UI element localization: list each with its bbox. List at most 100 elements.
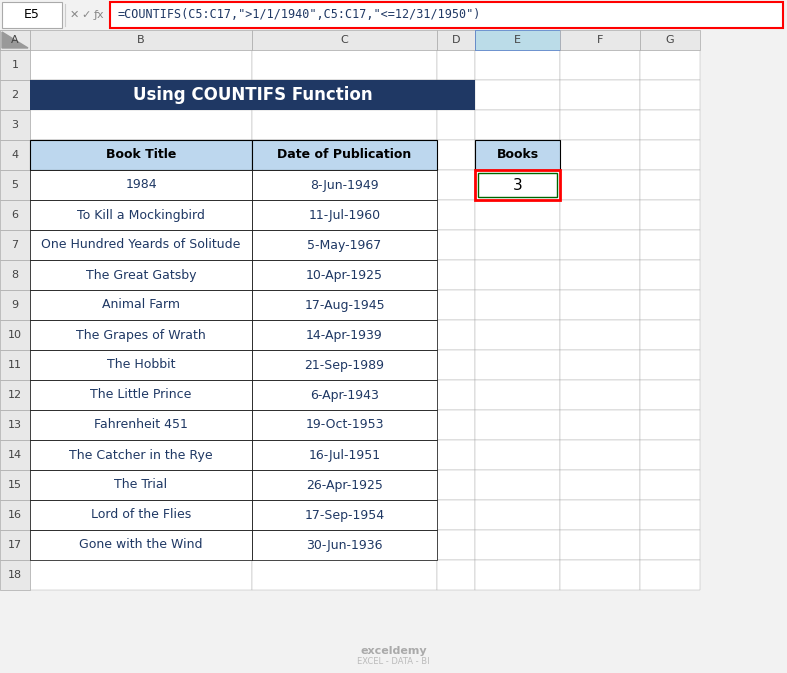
Bar (475, 380, 560, 410)
Text: The Great Gatsby: The Great Gatsby (86, 269, 196, 281)
Bar (252, 410, 437, 440)
Text: 16-Jul-1951: 16-Jul-1951 (309, 448, 381, 462)
Bar (30, 320, 252, 350)
Text: Lord of the Flies: Lord of the Flies (91, 509, 191, 522)
Bar (475, 170, 560, 200)
Text: The Catcher in the Rye: The Catcher in the Rye (69, 448, 212, 462)
Text: Gone with the Wind: Gone with the Wind (79, 538, 203, 551)
Text: 21-Sep-1989: 21-Sep-1989 (305, 359, 385, 371)
Bar (0, 0, 787, 30)
Bar (252, 140, 437, 170)
Bar (30, 500, 252, 530)
Bar (252, 320, 437, 350)
Bar (475, 30, 560, 50)
Bar (0, 290, 30, 320)
Bar (30, 440, 252, 470)
Bar (437, 260, 475, 290)
Bar (252, 170, 437, 200)
Text: 18: 18 (8, 570, 22, 580)
Bar (0, 380, 30, 410)
Text: ✕: ✕ (69, 10, 79, 20)
Bar (475, 440, 560, 470)
Bar (252, 260, 437, 290)
Text: 6-Apr-1943: 6-Apr-1943 (310, 388, 379, 402)
Bar (560, 110, 640, 140)
Bar (252, 410, 437, 440)
Bar (252, 530, 437, 560)
Text: F: F (597, 35, 603, 45)
Bar (252, 170, 437, 200)
Bar (640, 410, 700, 440)
Text: 1: 1 (12, 60, 19, 70)
Text: 3: 3 (512, 178, 523, 192)
Bar (478, 173, 557, 197)
Text: C: C (341, 35, 349, 45)
Bar (475, 260, 560, 290)
Bar (475, 80, 560, 110)
Bar (0, 410, 30, 440)
Bar (475, 320, 560, 350)
Bar (560, 560, 640, 590)
Bar (437, 140, 475, 170)
Text: 16: 16 (8, 510, 22, 520)
Text: 1984: 1984 (125, 178, 157, 192)
Bar (640, 290, 700, 320)
Text: 15: 15 (8, 480, 22, 490)
Bar (560, 80, 640, 110)
Bar (0, 30, 30, 50)
Bar (30, 260, 252, 290)
Bar (640, 110, 700, 140)
Bar (475, 50, 560, 80)
Bar (30, 200, 252, 230)
Text: Date of Publication: Date of Publication (277, 149, 412, 162)
Bar (640, 320, 700, 350)
Bar (252, 80, 437, 110)
Text: 14: 14 (8, 450, 22, 460)
Bar (475, 140, 560, 170)
Bar (252, 560, 437, 590)
Text: 8-Jun-1949: 8-Jun-1949 (310, 178, 379, 192)
Bar (560, 530, 640, 560)
Bar (0, 530, 30, 560)
Bar (252, 140, 437, 170)
Bar (560, 410, 640, 440)
Bar (30, 290, 252, 320)
Polygon shape (2, 32, 28, 48)
Bar (30, 470, 252, 500)
Bar (0, 500, 30, 530)
Bar (2, 2, 62, 28)
Bar (560, 50, 640, 80)
Bar (560, 30, 640, 50)
Bar (30, 170, 252, 200)
Bar (0, 110, 30, 140)
Bar (475, 110, 560, 140)
Bar (0, 140, 30, 170)
Bar (30, 80, 252, 110)
Bar (252, 470, 437, 500)
Bar (252, 290, 437, 320)
Bar (475, 290, 560, 320)
Bar (252, 380, 437, 410)
Bar (252, 260, 437, 290)
Bar (640, 50, 700, 80)
Bar (560, 320, 640, 350)
Bar (437, 110, 475, 140)
Text: 9: 9 (12, 300, 19, 310)
Bar (640, 140, 700, 170)
Text: The Trial: The Trial (114, 479, 168, 491)
Bar (437, 320, 475, 350)
Text: 6: 6 (12, 210, 19, 220)
Text: 5-May-1967: 5-May-1967 (308, 238, 382, 252)
Bar (252, 440, 437, 470)
Bar (30, 230, 252, 260)
Text: D: D (452, 35, 460, 45)
Bar (252, 500, 437, 530)
Bar (252, 530, 437, 560)
Bar (640, 470, 700, 500)
Text: 7: 7 (12, 240, 19, 250)
Text: The Grapes of Wrath: The Grapes of Wrath (76, 328, 206, 341)
Bar (560, 260, 640, 290)
Bar (30, 500, 252, 530)
Text: ƒx: ƒx (94, 10, 105, 20)
Bar (437, 470, 475, 500)
